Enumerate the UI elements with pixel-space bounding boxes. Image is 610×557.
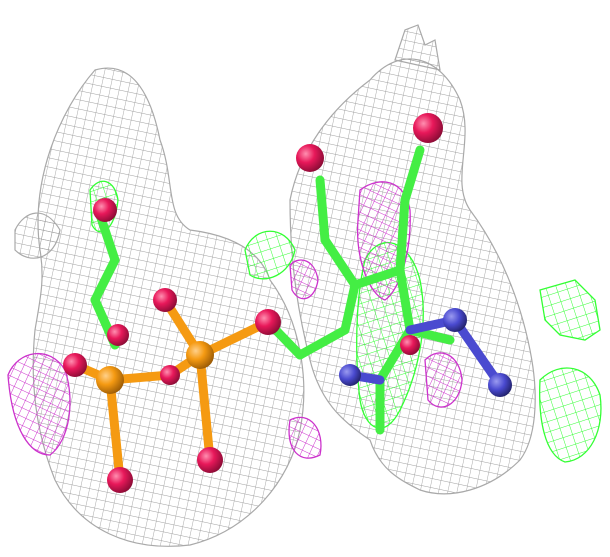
phosphorus-atoms bbox=[96, 341, 214, 394]
nitrogen-atoms bbox=[339, 308, 512, 397]
ligand-model bbox=[63, 113, 512, 493]
electron-density-mesh bbox=[14, 24, 536, 547]
oxygen-atoms bbox=[63, 113, 443, 493]
